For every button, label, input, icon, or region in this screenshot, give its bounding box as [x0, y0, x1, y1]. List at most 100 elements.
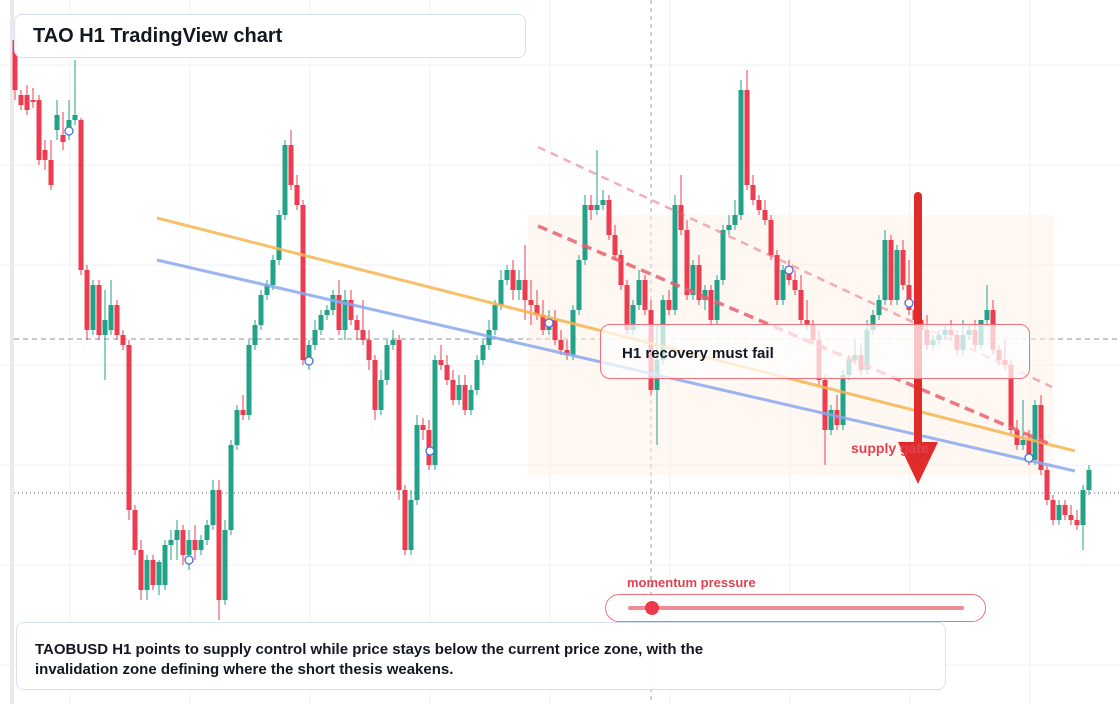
- bear-candle: [360, 330, 366, 340]
- bear-candle: [78, 120, 84, 270]
- bear-candle: [696, 265, 702, 300]
- bear-candle: [438, 360, 444, 365]
- bull-candle: [318, 315, 324, 330]
- bear-candle: [888, 240, 894, 300]
- bull-candle: [714, 280, 720, 320]
- bull-candle: [876, 300, 882, 315]
- bull-candle: [1020, 440, 1026, 445]
- bull-candle: [498, 280, 504, 305]
- momentum-knob[interactable]: [644, 601, 659, 615]
- bear-candle: [1062, 505, 1068, 515]
- bull-candle: [408, 500, 414, 550]
- bear-candle: [138, 550, 144, 590]
- bull-candle: [162, 545, 168, 585]
- bull-candle: [90, 285, 96, 330]
- bear-candle: [552, 320, 558, 340]
- bear-candle: [444, 365, 450, 380]
- bear-candle: [618, 255, 624, 285]
- momentum-label: momentum pressure: [627, 575, 756, 590]
- bull-candle: [582, 205, 588, 260]
- bull-candle: [378, 380, 384, 410]
- recovery-callout-text: H1 recovery must fail: [622, 345, 774, 362]
- bear-candle: [132, 510, 138, 550]
- bull-candle: [198, 540, 204, 550]
- bear-candle: [348, 300, 354, 320]
- bear-candle: [60, 135, 66, 142]
- bear-candle: [822, 380, 828, 430]
- bear-candle: [366, 340, 372, 360]
- bull-candle: [390, 340, 396, 345]
- bear-candle: [534, 305, 540, 315]
- bull-candle: [156, 562, 162, 585]
- bull-candle: [600, 200, 606, 205]
- bull-candle: [504, 270, 510, 280]
- bear-candle: [798, 290, 804, 320]
- bear-candle: [396, 340, 402, 490]
- bear-candle: [402, 490, 408, 550]
- signal-marker: [64, 126, 74, 136]
- bear-candle: [84, 270, 90, 330]
- bear-candle: [450, 380, 456, 400]
- down-arrow-icon: [898, 192, 938, 484]
- bull-candle: [630, 305, 636, 330]
- bear-candle: [120, 335, 126, 345]
- bull-candle: [186, 540, 192, 555]
- bear-candle: [792, 280, 798, 290]
- bull-candle: [828, 410, 834, 430]
- bull-candle: [414, 425, 420, 500]
- bear-candle: [606, 200, 612, 235]
- bull-candle: [144, 560, 150, 590]
- bear-candle: [750, 185, 756, 200]
- summary-text: TAOBUSD H1 points to supply control whil…: [35, 641, 704, 678]
- bull-candle: [258, 295, 264, 325]
- bull-candle: [342, 300, 348, 330]
- bull-candle: [306, 345, 312, 360]
- momentum-slider[interactable]: [605, 594, 986, 622]
- bear-candle: [708, 290, 714, 320]
- bear-candle: [624, 285, 630, 330]
- left-scale-edge: [10, 0, 14, 704]
- candlestick-series: [12, 40, 1092, 620]
- bull-candle: [330, 295, 336, 310]
- bear-candle: [678, 205, 684, 230]
- bull-candle: [570, 310, 576, 355]
- bear-candle: [768, 220, 774, 255]
- bull-candle: [894, 250, 900, 300]
- bear-candle: [756, 200, 762, 210]
- bull-candle: [174, 530, 180, 540]
- resistance-line-upper: [537, 145, 1053, 389]
- bull-candle: [72, 115, 78, 120]
- signal-marker: [904, 298, 914, 308]
- bull-candle: [738, 90, 744, 215]
- bear-candle: [462, 385, 468, 410]
- bear-candle: [642, 280, 648, 310]
- signal-marker: [784, 265, 794, 275]
- bull-candle: [384, 345, 390, 380]
- bear-candle: [126, 345, 132, 510]
- bull-candle: [1080, 490, 1086, 525]
- bear-candle: [1068, 515, 1074, 520]
- bull-candle: [264, 285, 270, 295]
- bear-candle: [666, 300, 672, 310]
- bull-candle: [276, 215, 282, 260]
- bear-candle: [336, 295, 342, 330]
- recovery-callout: H1 recovery must fail: [600, 324, 1030, 379]
- bull-candle: [672, 205, 678, 310]
- bear-candle: [540, 315, 546, 330]
- bull-candle: [516, 280, 522, 290]
- bear-candle: [762, 210, 768, 220]
- bull-candle: [1056, 505, 1062, 520]
- bear-candle: [180, 530, 186, 555]
- bull-candle: [222, 530, 228, 600]
- bear-candle: [114, 305, 120, 335]
- bear-candle: [42, 150, 48, 160]
- bull-candle: [54, 115, 60, 130]
- bull-candle: [840, 375, 846, 425]
- signal-markers: [64, 126, 1034, 565]
- bull-candle: [480, 345, 486, 360]
- bull-candle: [732, 215, 738, 225]
- bear-candle: [192, 540, 198, 550]
- bull-candle: [270, 260, 276, 285]
- bull-candle: [984, 310, 990, 320]
- bull-candle: [246, 345, 252, 415]
